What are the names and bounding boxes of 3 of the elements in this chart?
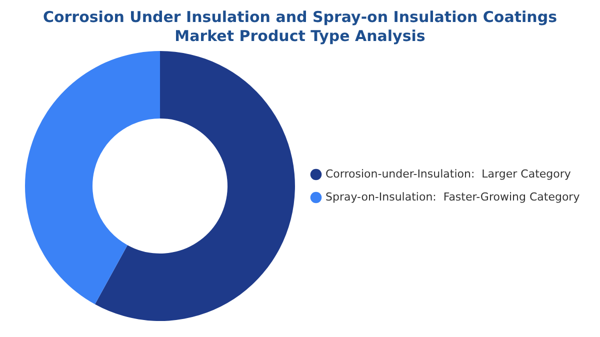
chart-title: Corrosion Under Insulation and Spray-on Insulation Coatings Market Product Type Analysis — [42, 8, 558, 46]
legend-label: Corrosion-under-Insulation: Larger Category — [326, 167, 572, 180]
legend-label: Spray-on-Insulation: Faster-Growing Category — [326, 190, 580, 204]
